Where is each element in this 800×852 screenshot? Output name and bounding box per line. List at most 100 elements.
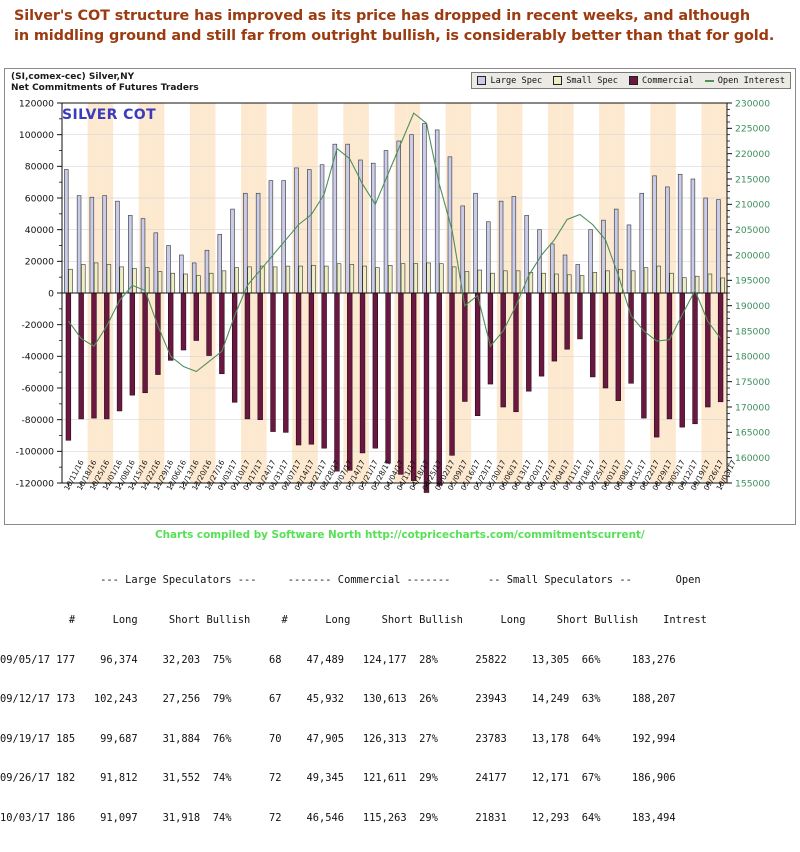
bar-large-spec[interactable] [550, 243, 555, 294]
bar-commercial[interactable] [78, 292, 84, 420]
bar-commercial[interactable] [372, 292, 378, 449]
bar-commercial[interactable] [321, 292, 327, 449]
bar-small-spec[interactable] [387, 264, 393, 294]
bar-commercial[interactable] [142, 292, 148, 394]
bar-small-spec[interactable] [605, 270, 610, 294]
bar-commercial[interactable] [283, 292, 289, 433]
bar-small-spec[interactable] [170, 272, 176, 294]
bar-small-spec[interactable] [196, 275, 201, 294]
bar-large-spec[interactable] [447, 156, 453, 294]
bar-large-spec[interactable] [281, 180, 286, 294]
legend-item-large-spec[interactable]: Large Spec [477, 76, 542, 86]
bar-commercial[interactable] [270, 292, 276, 432]
bar-large-spec[interactable] [204, 249, 210, 294]
bar-large-spec[interactable] [89, 196, 95, 294]
bar-large-spec[interactable] [716, 199, 721, 294]
bar-small-spec[interactable] [285, 265, 291, 294]
bar-commercial[interactable] [65, 292, 72, 441]
bar-small-spec[interactable] [234, 267, 239, 294]
bar-commercial[interactable] [564, 292, 570, 350]
bar-large-spec[interactable] [217, 234, 222, 294]
bar-large-spec[interactable] [179, 254, 184, 294]
bar-commercial[interactable] [449, 292, 455, 456]
bar-large-spec[interactable] [575, 264, 581, 294]
bar-small-spec[interactable] [311, 264, 316, 294]
bar-large-spec[interactable] [102, 195, 107, 294]
bar-small-spec[interactable] [375, 267, 380, 294]
bar-commercial[interactable] [168, 292, 174, 361]
bar-large-spec[interactable] [665, 186, 670, 294]
bar-small-spec[interactable] [528, 272, 534, 294]
bar-small-spec[interactable] [183, 273, 188, 294]
bar-commercial[interactable] [116, 292, 123, 412]
bar-small-spec[interactable] [81, 264, 86, 294]
bar-small-spec[interactable] [669, 272, 674, 294]
bar-commercial[interactable] [602, 292, 609, 389]
bar-small-spec[interactable] [426, 262, 431, 294]
bar-large-spec[interactable] [191, 262, 197, 294]
bar-commercial[interactable] [590, 292, 596, 378]
bar-large-spec[interactable] [76, 195, 82, 294]
bar-large-spec[interactable] [690, 178, 696, 294]
bar-commercial[interactable] [628, 292, 634, 384]
bar-commercial[interactable] [385, 292, 391, 464]
bar-small-spec[interactable] [694, 275, 700, 294]
bar-commercial[interactable] [653, 292, 660, 438]
bar-small-spec[interactable] [298, 265, 303, 294]
bar-large-spec[interactable] [128, 215, 133, 294]
bar-large-spec[interactable] [409, 134, 414, 294]
bar-commercial[interactable] [474, 292, 481, 417]
bar-commercial[interactable] [641, 292, 647, 419]
bar-large-spec[interactable] [422, 123, 427, 294]
bar-commercial[interactable] [180, 292, 187, 351]
bar-large-spec[interactable] [230, 208, 235, 294]
bar-large-spec[interactable] [473, 192, 478, 294]
bar-commercial[interactable] [551, 292, 558, 362]
legend-item-commercial[interactable]: Commercial [628, 76, 694, 86]
bar-small-spec[interactable] [643, 267, 649, 294]
bar-small-spec[interactable] [541, 272, 546, 294]
bar-large-spec[interactable] [153, 232, 159, 294]
bar-commercial[interactable] [411, 292, 417, 481]
bar-commercial[interactable] [334, 292, 340, 472]
bar-small-spec[interactable] [451, 266, 457, 294]
bar-commercial[interactable] [462, 292, 468, 402]
bar-small-spec[interactable] [93, 262, 99, 294]
bar-large-spec[interactable] [486, 221, 491, 294]
bar-large-spec[interactable] [243, 192, 248, 294]
bar-commercial[interactable] [244, 292, 251, 420]
bar-large-spec[interactable] [307, 169, 312, 294]
bar-large-spec[interactable] [460, 205, 465, 294]
bar-small-spec[interactable] [260, 265, 265, 294]
bar-commercial[interactable] [91, 292, 97, 419]
bar-large-spec[interactable] [115, 200, 120, 294]
bar-commercial[interactable] [219, 292, 225, 375]
bar-commercial[interactable] [666, 292, 673, 420]
bar-small-spec[interactable] [477, 269, 482, 294]
bar-large-spec[interactable] [639, 192, 644, 294]
bar-commercial[interactable] [436, 292, 442, 486]
bar-large-spec[interactable] [332, 143, 338, 294]
bar-small-spec[interactable] [106, 264, 112, 294]
bar-large-spec[interactable] [64, 169, 69, 294]
legend-item-small-spec[interactable]: Small Spec [553, 76, 618, 86]
bar-commercial[interactable] [257, 292, 263, 420]
bar-small-spec[interactable] [68, 268, 73, 294]
bar-large-spec[interactable] [703, 197, 708, 294]
bar-small-spec[interactable] [554, 273, 559, 294]
open-interest-line[interactable] [67, 112, 722, 373]
bar-large-spec[interactable] [562, 254, 568, 294]
bar-small-spec[interactable] [579, 275, 585, 294]
bar-commercial[interactable] [577, 292, 583, 340]
bar-large-spec[interactable] [255, 192, 261, 294]
bar-large-spec[interactable] [294, 167, 299, 294]
bar-commercial[interactable] [359, 292, 366, 454]
bar-large-spec[interactable] [396, 140, 402, 294]
bar-small-spec[interactable] [413, 263, 419, 294]
bar-small-spec[interactable] [707, 273, 713, 294]
legend-item-open-interest[interactable]: Open Interest [704, 76, 785, 86]
bar-commercial[interactable] [398, 292, 404, 475]
bar-commercial[interactable] [347, 292, 353, 471]
bar-small-spec[interactable] [157, 271, 163, 294]
bar-commercial[interactable] [717, 292, 724, 403]
